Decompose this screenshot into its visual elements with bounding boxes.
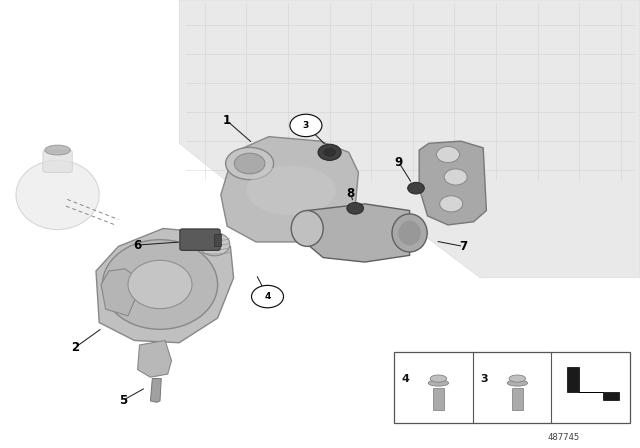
Circle shape — [323, 148, 336, 157]
Text: 6: 6 — [134, 238, 141, 252]
Ellipse shape — [246, 166, 336, 215]
Polygon shape — [179, 0, 640, 278]
FancyBboxPatch shape — [43, 150, 72, 172]
Ellipse shape — [430, 375, 447, 382]
Ellipse shape — [509, 375, 525, 382]
Text: 487745: 487745 — [548, 433, 580, 442]
Text: 8: 8 — [347, 187, 355, 200]
Circle shape — [436, 146, 460, 163]
Circle shape — [444, 169, 467, 185]
Text: 4: 4 — [264, 292, 271, 301]
Ellipse shape — [428, 380, 449, 386]
Polygon shape — [101, 269, 138, 316]
Text: 2: 2 — [72, 340, 79, 354]
Bar — [511, 388, 523, 410]
Polygon shape — [307, 204, 410, 262]
Text: 7: 7 — [460, 240, 467, 253]
Bar — [433, 388, 444, 410]
Ellipse shape — [507, 380, 527, 386]
Ellipse shape — [291, 211, 323, 246]
Text: 5: 5 — [120, 393, 127, 407]
Polygon shape — [221, 137, 358, 242]
Polygon shape — [568, 367, 619, 400]
Polygon shape — [138, 340, 172, 377]
Circle shape — [290, 114, 322, 137]
Text: 4: 4 — [401, 374, 409, 383]
Text: 3: 3 — [303, 121, 309, 130]
Ellipse shape — [398, 221, 421, 246]
Circle shape — [408, 182, 424, 194]
Ellipse shape — [102, 240, 218, 329]
Polygon shape — [96, 228, 234, 343]
Bar — [214, 234, 221, 246]
Ellipse shape — [128, 260, 192, 309]
Ellipse shape — [16, 160, 99, 230]
Circle shape — [252, 285, 284, 308]
Ellipse shape — [392, 214, 428, 252]
Ellipse shape — [226, 147, 274, 180]
Text: 9: 9 — [395, 155, 403, 169]
Circle shape — [440, 196, 463, 212]
Polygon shape — [419, 141, 486, 225]
Ellipse shape — [45, 145, 70, 155]
FancyBboxPatch shape — [180, 229, 220, 250]
Ellipse shape — [234, 153, 265, 174]
Circle shape — [347, 202, 364, 214]
Polygon shape — [150, 379, 161, 402]
Ellipse shape — [199, 233, 230, 256]
Text: 1: 1 — [223, 114, 231, 128]
Circle shape — [318, 144, 341, 160]
Bar — [394, 352, 630, 423]
Text: 3: 3 — [480, 374, 488, 383]
